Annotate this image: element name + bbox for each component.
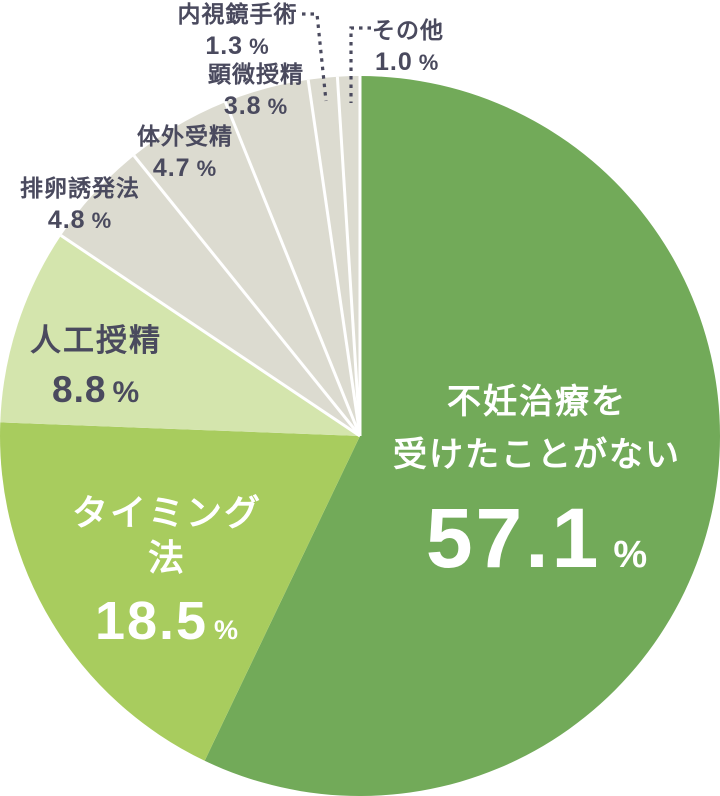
slice-divider — [335, 76, 362, 437]
label-hairan-value: 4.8 % — [47, 205, 113, 234]
label-kenbi-value: 3.8 % — [223, 91, 289, 120]
label-no-treatment-value: 57.1 % — [425, 491, 649, 585]
label-naishikyo-shujutsu: 内視鏡手術 1.3 % — [160, 0, 315, 61]
pie-slice-2 — [0, 235, 360, 436]
label-timing-value: 18.5 % — [94, 591, 240, 651]
label-sonota-name: その他 — [372, 17, 444, 43]
label-naishikyo-value: 1.3 % — [205, 31, 270, 60]
label-jinkou-value: 8.8 % — [52, 368, 141, 410]
label-no-treatment-line1: 不妊治療を — [447, 383, 627, 421]
label-timing-method: タイミング法 18.5 % — [58, 490, 276, 652]
label-timing-name: タイミング法 — [71, 492, 262, 578]
label-kenbi-name: 顕微授精 — [208, 61, 304, 87]
pie-slice-1 — [0, 422, 360, 761]
label-jinkou-jusei: 人工授精 8.8 % — [30, 322, 230, 411]
label-taigai-name: 体外受精 — [137, 123, 233, 149]
label-hairan-yuhatsu: 排卵誘発法 4.8 % — [5, 174, 155, 235]
label-taigai-jusei: 体外受精 4.7 % — [110, 122, 260, 183]
slice-divider — [306, 79, 362, 437]
pie-slice-4 — [134, 102, 360, 437]
label-no-treatment-line2: 受けたことがない — [393, 436, 681, 474]
label-sonota-value: 1.0 % — [375, 47, 440, 76]
label-jinkou-name: 人工授精 — [30, 323, 162, 358]
pie-slice-3 — [60, 155, 361, 436]
label-naishikyo-name: 内視鏡手術 — [177, 1, 298, 27]
slice-divider — [223, 101, 362, 437]
pie-slice-5 — [225, 79, 360, 436]
label-taigai-value: 4.7 % — [152, 153, 218, 182]
label-kenbi-jusei: 顕微授精 3.8 % — [181, 60, 331, 121]
slice-divider — [60, 234, 361, 438]
label-sonota: その他 1.0 % — [372, 16, 492, 77]
leader-line-sonota — [349, 26, 371, 103]
label-hairan-name: 排卵誘発法 — [20, 175, 140, 201]
pie-slice-0 — [204, 76, 720, 796]
label-no-treatment: 不妊治療を 受けたことがない 57.1 % — [388, 376, 686, 580]
slice-divider — [132, 154, 362, 437]
